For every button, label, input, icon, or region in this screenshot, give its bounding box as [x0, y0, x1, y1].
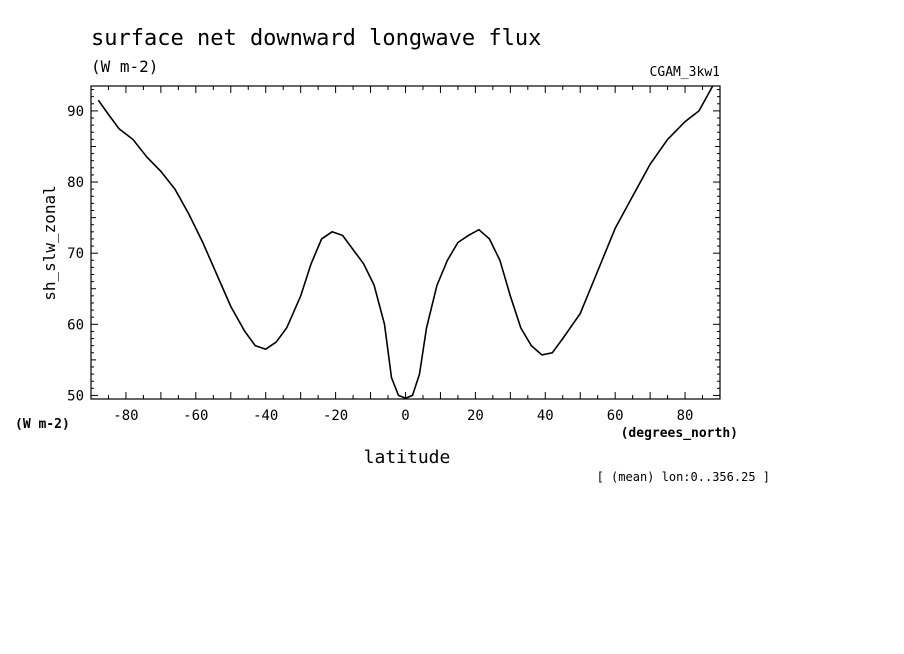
y-tick-label: 50: [67, 388, 84, 404]
x-tick-label: 20: [467, 408, 484, 424]
axis-ticks: [90, 86, 721, 399]
y-units-label: (W m-2): [15, 417, 70, 432]
y-tick-label: 80: [67, 175, 84, 191]
chart-units: (W m-2): [91, 57, 158, 76]
x-tick-label: 80: [677, 408, 694, 424]
plot-frame: [90, 85, 721, 400]
x-units-label: (degrees_north): [621, 426, 738, 441]
y-tick-label: 60: [67, 317, 84, 333]
y-tick-label: 90: [67, 104, 84, 120]
mean-note: [ (mean) lon:0..356.25 ]: [597, 470, 770, 484]
x-tick-label: -20: [323, 408, 348, 424]
y-axis-label: sh_slw_zonal: [40, 185, 59, 301]
dataset-label: CGAM_3kw1: [650, 65, 720, 80]
x-tick-label: 0: [401, 408, 409, 424]
x-tick-label: -60: [183, 408, 208, 424]
series-line: [97, 85, 714, 400]
x-tick-labels: -80 -60 -40 -20 0 20 40 60 80: [113, 408, 693, 424]
x-tick-label: 60: [607, 408, 624, 424]
chart-title: surface net downward longwave flux: [91, 26, 541, 51]
x-tick-label: 40: [537, 408, 554, 424]
x-tick-label: -40: [253, 408, 278, 424]
y-tick-labels: 50 60 70 80 90: [67, 104, 84, 405]
x-tick-label: -80: [113, 408, 138, 424]
y-tick-label: 70: [67, 246, 84, 262]
x-axis-label: latitude: [364, 447, 451, 468]
